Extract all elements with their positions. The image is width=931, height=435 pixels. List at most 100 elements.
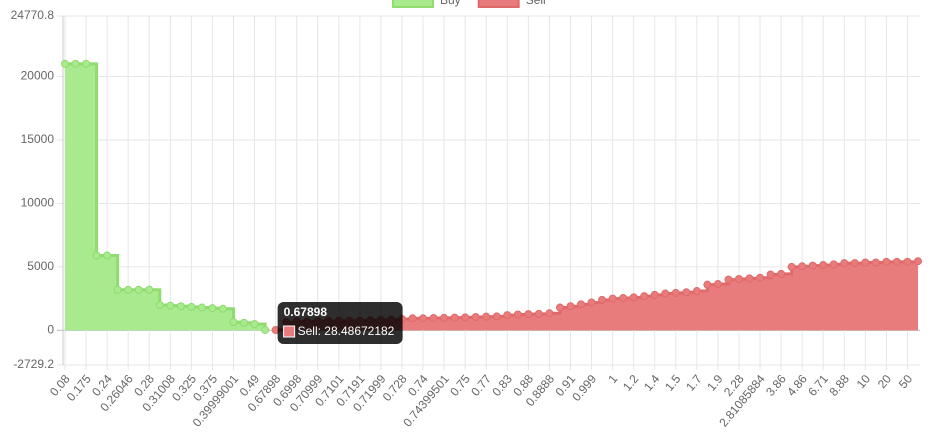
point [650,290,659,299]
point [61,59,69,68]
point [724,275,733,284]
point [429,314,438,323]
y-tick-label: 5000 [27,259,54,273]
x-tick-label: 1.4 [641,372,663,394]
point [471,313,480,322]
tooltip-swatch [283,325,296,338]
x-tick-label: 1 [605,372,620,386]
point [850,259,859,268]
point [577,300,586,309]
x-tick-label: 0.175 [64,372,94,404]
point [882,257,891,266]
y-tick-label: -2729.2 [13,357,54,371]
y-tick-label: 24770.8 [11,8,55,22]
tooltip-box [277,302,403,345]
y-tick-label: 15000 [21,132,55,146]
point [861,258,870,267]
point [450,313,459,322]
y-tick-label: 10000 [21,196,55,210]
x-tick-label: 50 [896,372,916,391]
x-tick-label: 0.999 [569,372,599,404]
point [229,318,238,327]
point [734,274,743,283]
point [619,294,628,303]
point [218,304,227,313]
point [261,325,270,334]
y-tick-label: 20000 [21,69,55,83]
point [555,303,564,312]
point [134,285,143,294]
point [524,310,533,319]
point [534,309,543,318]
legend-label: Sell [526,0,546,7]
point [682,288,691,297]
x-tick-label: 0.728 [380,372,410,404]
point [208,304,217,313]
point [798,262,807,271]
tooltip: 0.67898 Sell: 28.48672182 [277,302,403,345]
point [197,303,206,312]
point [756,273,765,282]
point [187,302,196,311]
point [155,300,164,309]
point [440,313,449,322]
x-tick-label: 1.5 [662,372,684,394]
point [419,314,428,323]
point [492,312,501,321]
point [892,257,901,266]
x-tick-label: 1.2 [620,372,642,394]
point [513,310,522,319]
point [629,293,638,302]
point [829,260,838,269]
point [713,280,722,289]
x-tick-label: 0.83 [489,372,515,399]
point [640,292,649,301]
point [787,262,796,271]
point [124,285,133,294]
point [71,59,80,68]
point [240,318,249,327]
point [103,251,112,260]
point [608,294,617,303]
point [566,302,575,311]
legend-swatch [392,0,434,8]
x-tick-label: 0.75 [447,372,473,399]
point [745,274,754,283]
point [461,313,470,322]
x-tick-label: 10 [854,372,874,391]
point [166,301,175,310]
point [598,295,607,304]
point [840,259,849,268]
point [914,257,922,266]
x-tick-label: 8.88 [826,372,852,399]
point [587,298,596,307]
tooltip-title: 0.67898 [284,305,328,319]
point [250,320,259,329]
point [671,288,680,297]
x-tick-label: 20 [875,372,895,391]
point [176,302,185,311]
point [408,314,417,323]
x-tick-label: 4.86 [784,372,810,399]
y-tick-label: 0 [47,323,54,337]
point [545,309,554,318]
point [82,59,91,68]
point [145,285,154,294]
series [61,59,270,334]
tooltip-label: Sell: 28.48672182 [298,324,395,338]
point [766,270,775,279]
x-tick-label: 6.71 [805,372,831,399]
x-tick-label: 1.7 [683,372,705,394]
point [819,261,828,270]
point [871,258,880,267]
point [92,251,101,260]
point [661,289,670,298]
point [692,287,701,296]
x-tick-label: 3.86 [763,372,789,399]
point [482,312,491,321]
legend-swatch [477,0,520,8]
x-tick-label: 0.77 [468,372,494,399]
point [703,280,712,289]
point [503,311,512,320]
